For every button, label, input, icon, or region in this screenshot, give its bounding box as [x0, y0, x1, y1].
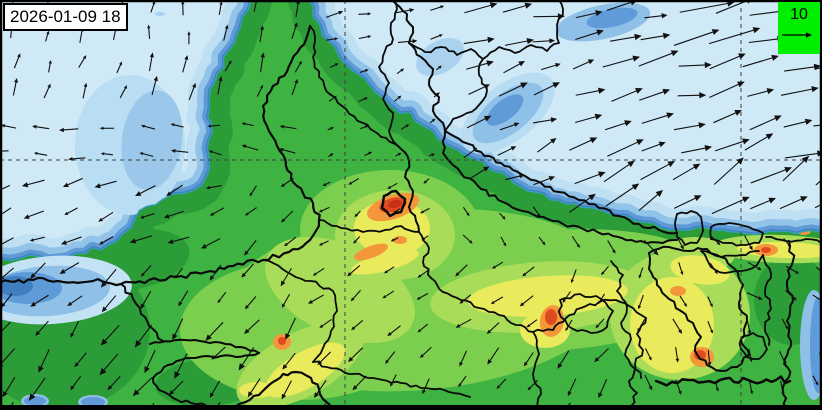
- boundary-kutch-border: [120, 283, 164, 342]
- boundary-himachal-line: [378, 0, 399, 147]
- boundary-haryana-up-line: [397, 145, 420, 233]
- boundary-gujarat-mp-line: [262, 259, 338, 363]
- boundary-mp-maharashtra-line: [312, 360, 471, 398]
- boundary-rajasthan-up-line: [318, 219, 420, 233]
- boundary-sikkim-boundary: [674, 210, 704, 246]
- boundary-bangladesh-border: [648, 245, 750, 372]
- boundary-tibet-border-east: [482, 0, 564, 60]
- legend-reference-value: 10: [790, 6, 808, 23]
- timestamp-label: 2026-01-09 18: [3, 3, 128, 31]
- boundary-punjab-pak-link: [309, 25, 332, 96]
- timestamp-text: 2026-01-09 18: [10, 7, 121, 26]
- boundary-wb-jharkhand-line: [610, 260, 638, 407]
- boundary-nepal-south-border: [442, 152, 678, 245]
- boundary-bhutan-boundary: [709, 222, 764, 247]
- boundary-uttarakhand-tibet-border: [391, 0, 446, 132]
- boundary-gulf-of-kutch-south: [152, 352, 260, 379]
- boundary-saurashtra-coast: [152, 377, 208, 407]
- boundary-sundarbans-coast: [654, 375, 792, 387]
- boundary-mp-chhattisgarh-line: [532, 331, 542, 409]
- boundary-pakistan-india-border: [0, 24, 321, 287]
- boundary-assam-line: [765, 236, 822, 244]
- boundary-khambhat-coast: [234, 370, 333, 408]
- boundary-punjab-border-line: [330, 94, 399, 147]
- wind-legend: 10: [778, 2, 820, 54]
- boundary-uttarakhand-loop: [408, 42, 488, 132]
- boundary-ne-hills-line: [762, 254, 772, 346]
- boundary-jharkhand-loop: [557, 293, 614, 334]
- boundary-tripura-line: [738, 332, 768, 360]
- legend-reference-arrow-icon: [782, 32, 812, 38]
- boundary-gulf-of-kutch-north: [149, 338, 260, 354]
- boundary-delhi-boundary: [380, 189, 407, 218]
- boundary-nepal-west-tip: [441, 130, 446, 154]
- boundary-nepal-north-border: [444, 130, 678, 235]
- water-pockets-layer: [0, 255, 822, 409]
